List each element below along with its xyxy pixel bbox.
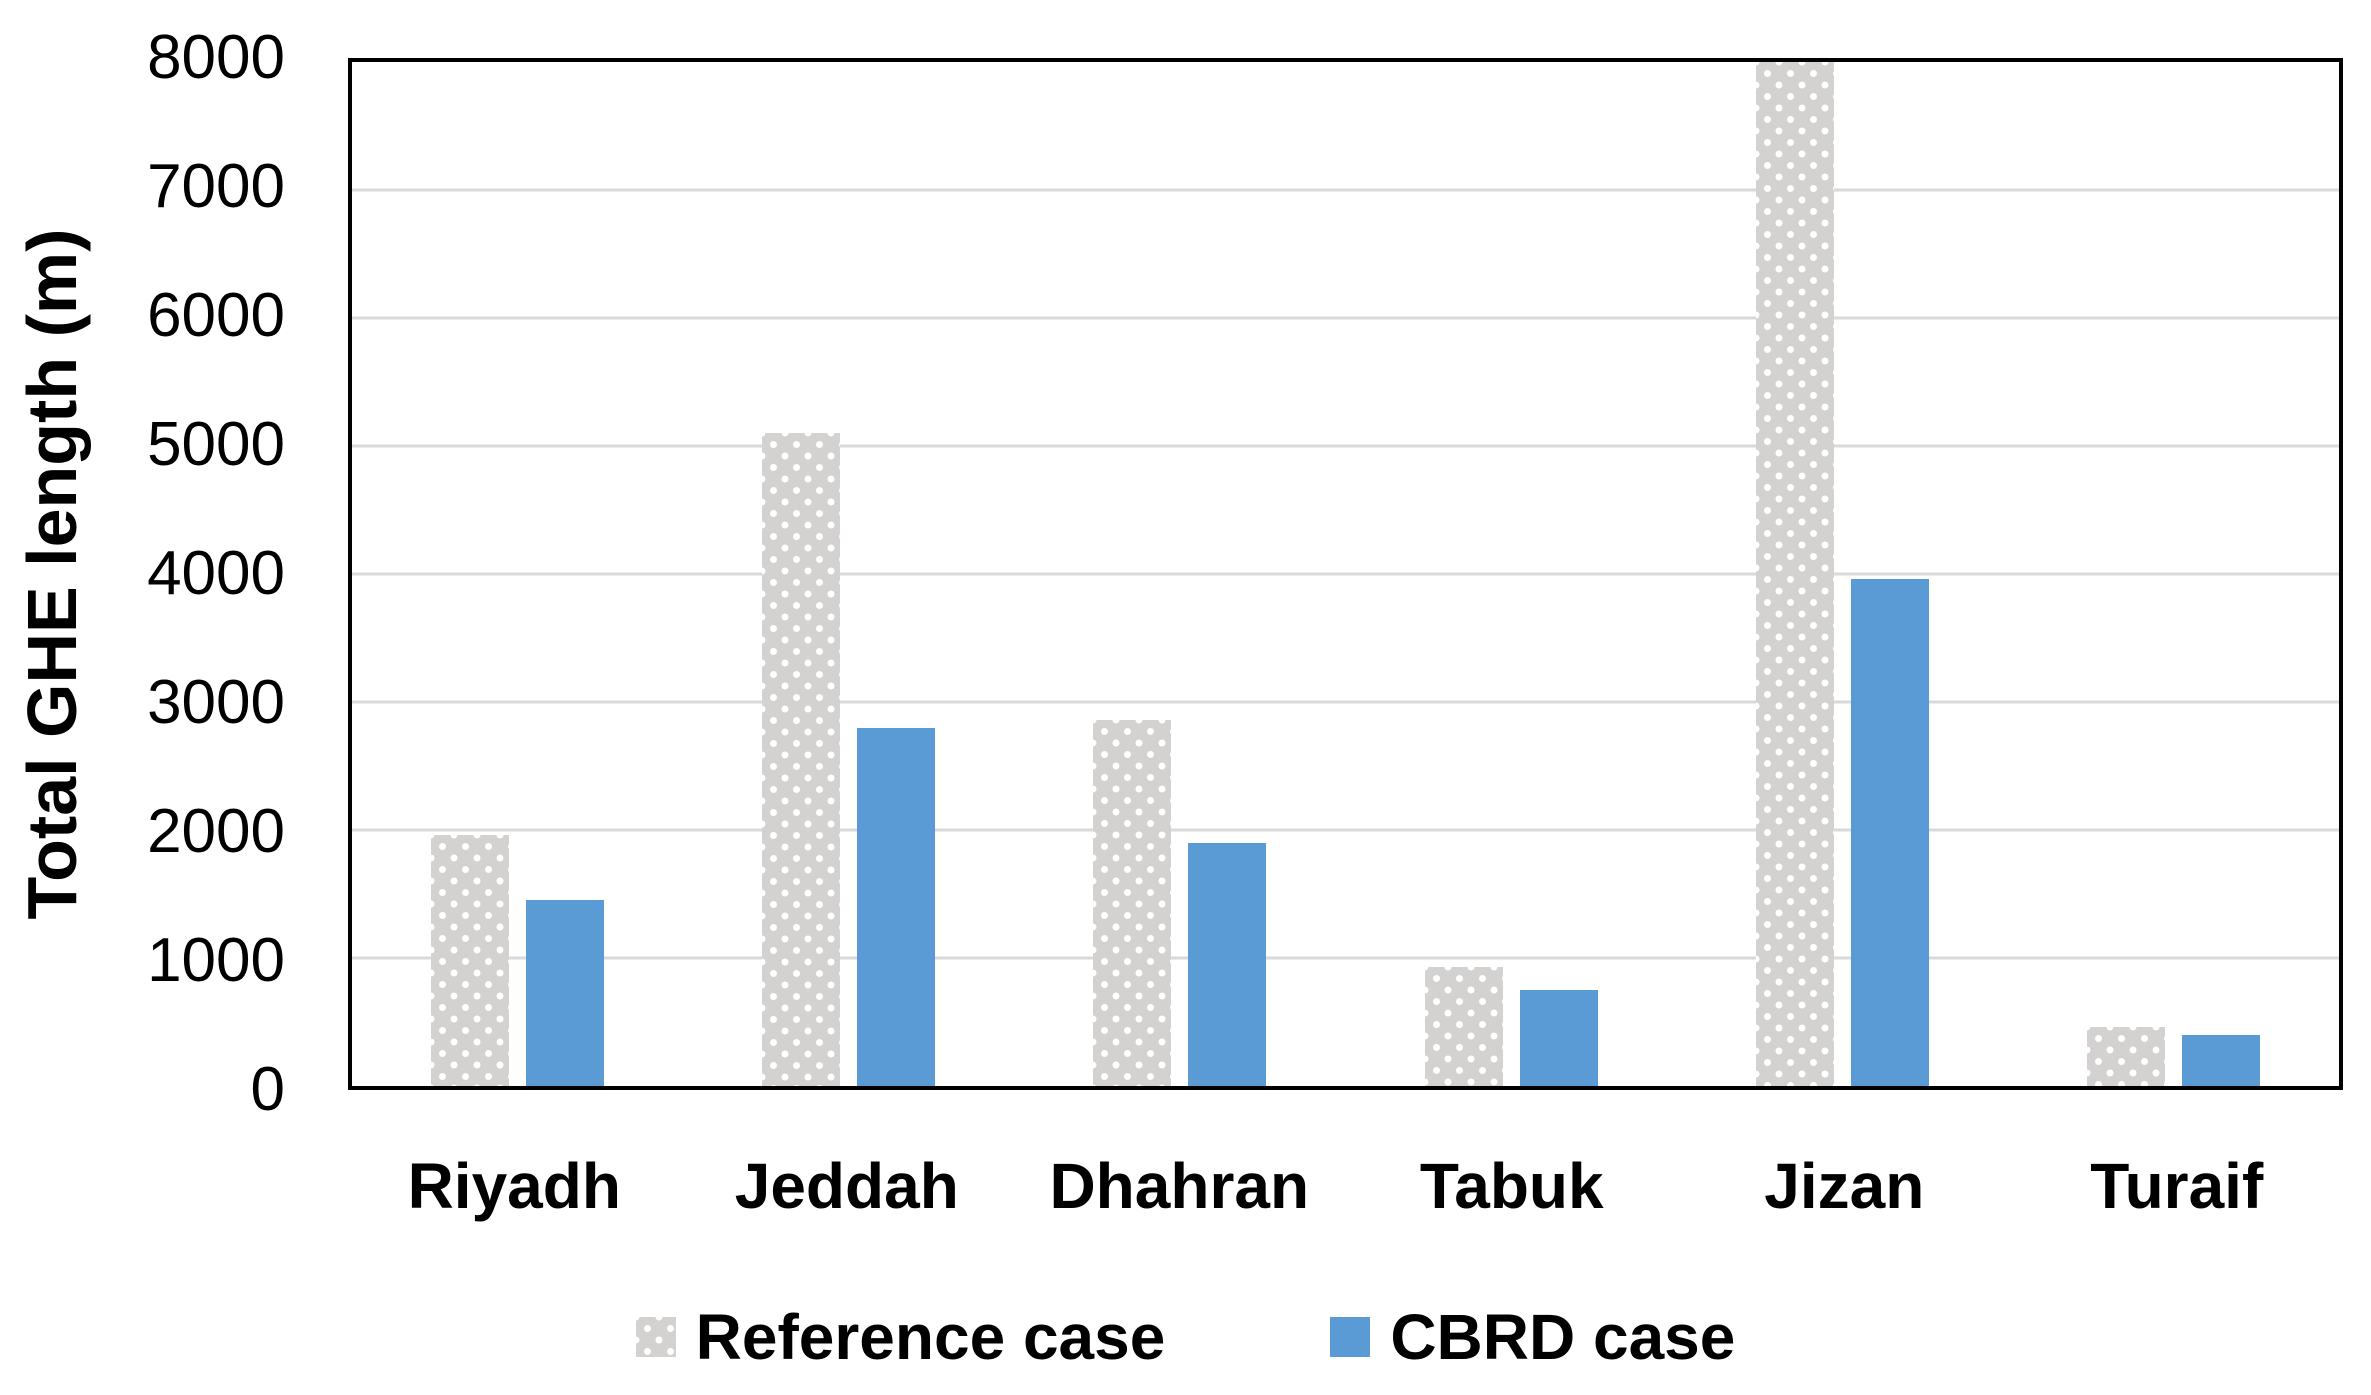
- bar-reference-case-turaif: [2086, 1027, 2165, 1086]
- bar-cbrd-case-jeddah: [857, 727, 936, 1086]
- bar-reference-case-tabuk: [1424, 966, 1503, 1086]
- x-axis-labels: Riyadh Jeddah Dhahran Tabuk Jizan Turaif: [348, 1150, 2343, 1224]
- x-axis-label-jizan: Jizan: [1764, 1150, 1925, 1222]
- bar-cbrd-case-turaif: [2181, 1034, 2260, 1086]
- y-tick-label-1000: 1000: [147, 926, 285, 995]
- bar-group-tabuk: [1346, 62, 1677, 1086]
- bar-group-jizan: [1677, 62, 2008, 1086]
- bar-cbrd-case-tabuk: [1519, 990, 1598, 1086]
- bar-cbrd-case-jizan: [1850, 579, 1929, 1086]
- legend-entry-cbrd-case: CBRD case: [1330, 1305, 1735, 1369]
- y-tick-label-2000: 2000: [147, 797, 285, 866]
- legend-label-reference-case: Reference case: [695, 1301, 1166, 1373]
- bar-cbrd-case-dhahran: [1188, 842, 1267, 1086]
- bar-cbrd-case-riyadh: [526, 900, 605, 1086]
- x-axis-label-dhahran: Dhahran: [1049, 1150, 1310, 1222]
- x-axis-label-riyadh: Riyadh: [407, 1150, 621, 1222]
- y-tick-label-6000: 6000: [147, 281, 285, 350]
- legend: Reference case CBRD case: [0, 1305, 2371, 1369]
- legend-swatch-cbrd-case: [1330, 1317, 1371, 1357]
- gridline-7000: [352, 188, 2339, 192]
- bar-reference-case-jeddah: [762, 433, 841, 1086]
- x-axis-label-tabuk: Tabuk: [1419, 1150, 1604, 1222]
- bar-reference-case-dhahran: [1093, 719, 1172, 1086]
- y-tick-label-0: 0: [250, 1055, 285, 1124]
- gridline-1000: [352, 956, 2339, 960]
- gridline-4000: [352, 572, 2339, 576]
- y-tick-label-5000: 5000: [147, 410, 285, 479]
- bar-group-dhahran: [1014, 62, 1345, 1086]
- gridline-2000: [352, 828, 2339, 832]
- x-axis-label-turaif: Turaif: [2090, 1150, 2264, 1222]
- y-tick-label-3000: 3000: [147, 668, 285, 737]
- bar-reference-case-riyadh: [431, 835, 510, 1086]
- plot-area: [348, 58, 2343, 1090]
- x-axis-label-jeddah: Jeddah: [734, 1150, 959, 1222]
- y-axis-tick-labels: 0 1000 2000 3000 4000 5000 6000 7000 8000: [0, 27, 285, 1121]
- bars-container: [352, 62, 2339, 1086]
- legend-label-cbrd-case: CBRD case: [1390, 1301, 1736, 1373]
- bar-group-riyadh: [352, 62, 683, 1086]
- y-tick-label-7000: 7000: [147, 152, 285, 221]
- gridline-6000: [352, 316, 2339, 320]
- bar-reference-case-jizan: [1755, 62, 1834, 1086]
- bar-group-jeddah: [683, 62, 1014, 1086]
- legend-entry-reference-case: Reference case: [635, 1301, 1166, 1373]
- y-tick-label-8000: 8000: [147, 23, 285, 92]
- y-tick-label-4000: 4000: [147, 539, 285, 608]
- bar-group-turaif: [2008, 62, 2339, 1086]
- legend-swatch-reference-case: [635, 1317, 676, 1357]
- gridline-3000: [352, 700, 2339, 704]
- gridline-5000: [352, 444, 2339, 448]
